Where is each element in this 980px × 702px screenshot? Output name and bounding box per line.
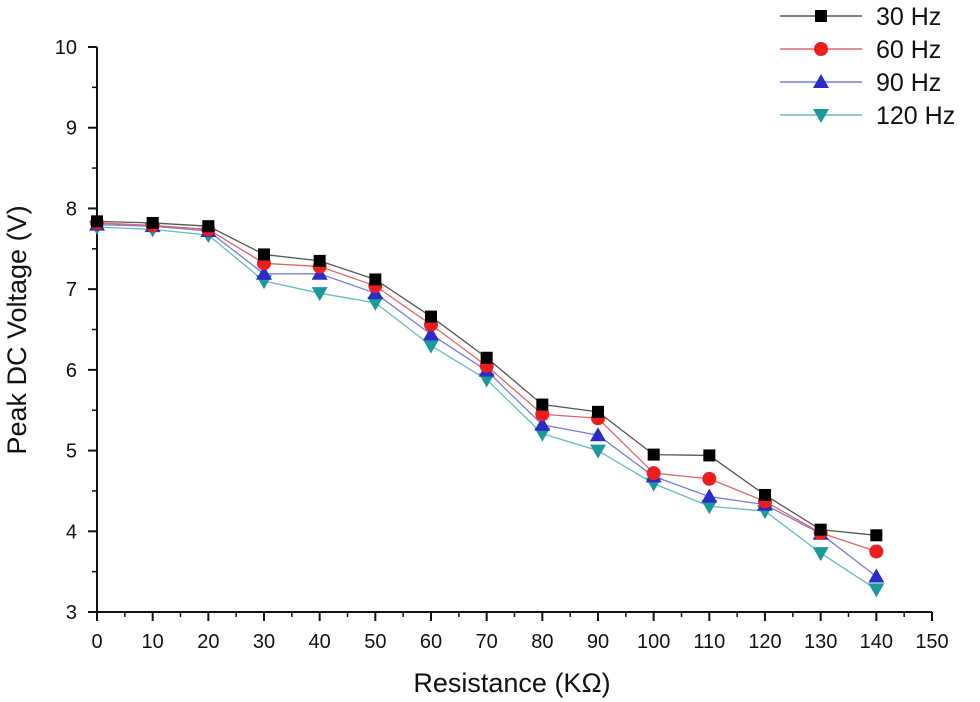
data-point — [367, 296, 384, 311]
data-point — [534, 427, 551, 442]
legend-marker — [813, 74, 829, 88]
y-tick-label: 7 — [66, 279, 77, 301]
legend-label: 90 Hz — [876, 69, 941, 97]
data-point — [701, 500, 718, 515]
data-point — [814, 523, 827, 536]
x-tick-label: 0 — [91, 631, 102, 653]
data-point — [647, 448, 660, 461]
x-axis-label: Resistance (KΩ) — [413, 668, 610, 698]
y-tick-label: 9 — [66, 118, 77, 140]
x-tick-label: 130 — [804, 631, 837, 653]
series-markers-30-hz — [91, 215, 883, 542]
y-tick-label: 6 — [66, 360, 77, 382]
data-point — [536, 398, 549, 411]
x-tick-label: 120 — [748, 631, 781, 653]
legend-marker — [815, 10, 827, 22]
x-tick-label: 150 — [915, 631, 948, 653]
data-point — [202, 220, 215, 233]
legend-item: 30 Hz — [780, 3, 941, 31]
data-point — [870, 529, 883, 542]
data-point — [256, 265, 272, 280]
legend-item: 90 Hz — [780, 69, 941, 97]
data-point — [313, 254, 326, 267]
data-point — [646, 466, 661, 481]
data-point — [478, 373, 495, 388]
data-point — [369, 273, 382, 286]
data-point — [425, 310, 437, 323]
data-point — [535, 407, 550, 422]
x-tick-label: 50 — [364, 631, 386, 653]
legend-marker — [814, 42, 828, 56]
series-line-120-hz — [96, 226, 877, 590]
data-point — [868, 583, 885, 598]
series-line-90-hz — [96, 223, 877, 578]
legend-label: 30 Hz — [876, 3, 941, 31]
data-point — [703, 449, 716, 462]
x-tick-label: 80 — [531, 631, 553, 653]
series-markers-120-hz — [89, 220, 885, 598]
y-axis-label: Peak DC Voltage (V) — [2, 205, 32, 454]
data-point — [534, 416, 551, 431]
data-point — [869, 544, 884, 559]
data-point — [258, 248, 270, 261]
x-tick-label: 60 — [420, 631, 442, 653]
data-point — [423, 339, 439, 354]
data-point — [868, 568, 885, 583]
series-layer — [89, 215, 885, 598]
data-point — [480, 351, 493, 364]
legend-marker — [813, 109, 829, 123]
y-tick-label: 10 — [55, 37, 77, 59]
y-tick-label: 8 — [66, 198, 77, 220]
data-point — [91, 215, 103, 228]
legend-label: 120 Hz — [876, 102, 955, 130]
x-tick-label: 90 — [587, 631, 609, 653]
x-tick-label: 20 — [197, 631, 219, 653]
y-tick-label: 3 — [66, 602, 77, 624]
data-point — [590, 427, 606, 442]
y-tick-label: 4 — [66, 521, 77, 543]
data-point — [311, 287, 328, 302]
data-point — [423, 326, 439, 341]
data-point — [592, 405, 604, 418]
series-markers-90-hz — [89, 216, 885, 583]
x-tick-label: 110 — [693, 631, 725, 653]
legend-item: 60 Hz — [780, 36, 941, 64]
data-point — [812, 547, 829, 562]
x-tick-label: 30 — [253, 631, 275, 653]
data-point — [702, 471, 717, 486]
y-tick-label: 5 — [66, 441, 77, 463]
x-tick-label: 100 — [637, 631, 670, 653]
x-tick-label: 10 — [142, 631, 164, 653]
x-tick-label: 40 — [309, 631, 331, 653]
data-point — [701, 488, 718, 503]
legend-item: 120 Hz — [780, 102, 955, 130]
x-tick-label: 70 — [476, 631, 498, 653]
data-point — [146, 216, 159, 229]
data-point — [590, 444, 606, 459]
x-tick-label: 140 — [860, 631, 893, 653]
legend-label: 60 Hz — [876, 36, 941, 64]
data-point — [759, 488, 771, 501]
legend: 30 Hz 60 Hz 90 Hz 120 Hz — [780, 3, 955, 130]
axes: 0 10 20 30 40 50 60 70 80 90 100 110 120 130 140 150 3 4 5… — [55, 37, 949, 653]
